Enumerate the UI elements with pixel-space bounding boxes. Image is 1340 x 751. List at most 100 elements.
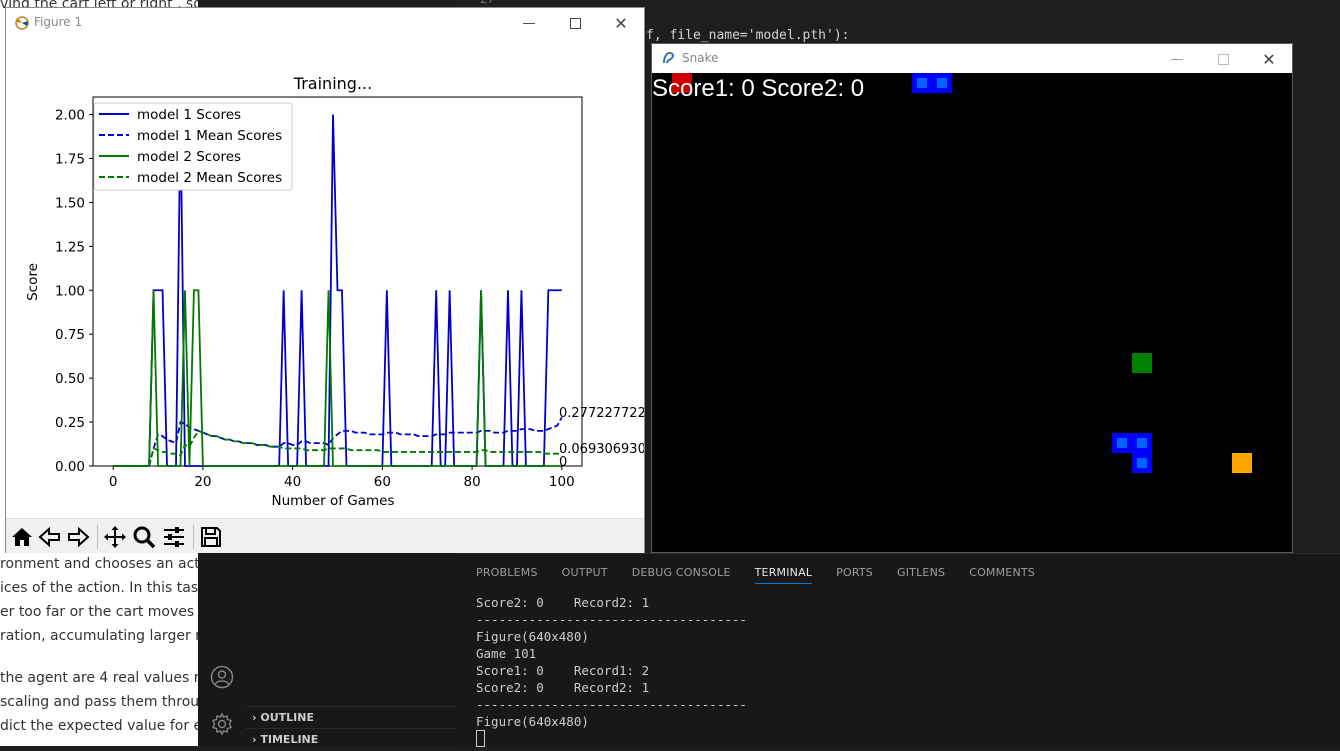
close-button[interactable]: ✕ — [1246, 44, 1292, 74]
minimize-icon: — — [1170, 51, 1184, 67]
chevron-right-icon: › — [252, 733, 257, 746]
code-text: f, file_name='model.pth'): — [646, 28, 850, 43]
terminal-line: Score1: 0 Record1: 2 — [476, 663, 650, 678]
terminal-line: Figure(640x480) — [476, 629, 589, 644]
close-icon: ✕ — [1262, 49, 1276, 69]
figure-title: Figure 1 — [34, 15, 83, 29]
code-line: f, file_name='model.pth'): — [646, 28, 850, 43]
tab-gitlens[interactable]: GITLENS — [897, 566, 946, 579]
tab-comments[interactable]: COMMENTS — [969, 566, 1035, 579]
forward-icon[interactable] — [66, 525, 90, 549]
figure-toolbar — [6, 518, 644, 553]
maximize-icon — [569, 17, 581, 29]
close-icon: ✕ — [614, 13, 628, 33]
tab-problems[interactable]: PROBLEMS — [476, 566, 538, 579]
legend: model 1 Scores model 1 Mean Scores model… — [93, 102, 293, 191]
sidebar: › OUTLINE › TIMELINE — [246, 553, 456, 746]
legend-label: model 1 Scores — [137, 107, 241, 123]
tab-debug-console[interactable]: DEBUG CONSOLE — [631, 566, 731, 579]
end-label-model1-mean: 0.27722772277 — [559, 406, 644, 421]
doc-line: scaling and pass them through — [0, 694, 198, 710]
maximize-icon — [1217, 53, 1229, 65]
x-tick-label: 100 — [549, 474, 575, 490]
terminal-line: Score2: 0 Record2: 1 — [476, 595, 650, 610]
maximize-button[interactable] — [552, 8, 598, 38]
y-tick-label: 0.75 — [55, 327, 85, 343]
end-label-zero: 0 — [559, 455, 567, 470]
line-number: 27 — [480, 0, 494, 6]
series-line-model-2-scores — [113, 289, 562, 467]
y-tick-label: 1.50 — [55, 195, 85, 211]
terminal-output[interactable]: Score2: 0 Record2: 1 --------------------… — [476, 594, 747, 748]
terminal-line: ------------------------------------ — [476, 612, 747, 627]
sidebar-section-timeline[interactable]: › TIMELINE — [246, 728, 456, 750]
y-tick-label: 0.50 — [55, 371, 85, 387]
section-label: TIMELINE — [260, 733, 319, 746]
y-tick-label: 0.00 — [55, 459, 85, 475]
minimize-button[interactable]: — — [1154, 44, 1200, 74]
snake-game-canvas[interactable]: Score1: 0 Score2: 0 — [652, 73, 1292, 552]
legend-label: model 2 Mean Scores — [137, 170, 282, 186]
doc-line: ices of the action. In this task, r — [0, 580, 198, 596]
section-label: OUTLINE — [260, 711, 314, 724]
doc-lines: ronment and chooses an actio ices of the… — [0, 552, 198, 738]
y-tick-label: 0.25 — [55, 415, 85, 431]
food-green — [1132, 353, 1152, 373]
maximize-button[interactable] — [1200, 44, 1246, 74]
back-icon[interactable] — [38, 525, 62, 549]
y-tick-label: 1.25 — [55, 239, 85, 255]
chart-title: Training... — [293, 74, 372, 93]
food-red — [672, 73, 692, 93]
account-icon[interactable] — [210, 665, 234, 689]
x-tick-label: 0 — [109, 474, 118, 490]
terminal-line: Figure(640x480) — [476, 714, 589, 729]
terminal-cursor — [476, 730, 485, 747]
pygame-snake-icon — [663, 51, 675, 64]
sidebar-section-outline[interactable]: › OUTLINE — [246, 706, 456, 728]
snake-1-segment — [912, 73, 932, 93]
legend-label: model 2 Scores — [137, 149, 241, 165]
snake-1-segment — [932, 73, 952, 93]
figure-window: Figure 1 — ✕ Training... 0 20 40 60 80 100 0.0… — [5, 7, 645, 553]
training-chart[interactable]: Training... 0 20 40 60 80 100 0.00 0.25 0.50 0.75… — [6, 38, 644, 518]
doc-line: ronment and chooses an actio — [0, 556, 198, 572]
tab-ports[interactable]: PORTS — [836, 566, 873, 579]
score-text: Score1: 0 Score2: 0 — [652, 75, 865, 102]
x-tick-label: 60 — [374, 474, 391, 490]
y-tick-label: 1.00 — [55, 283, 85, 299]
y-tick-label: 2.00 — [55, 108, 85, 124]
doc-line: the agent are 4 real values rep — [0, 670, 198, 686]
snake-titlebar[interactable]: Snake — ✕ — [652, 44, 1292, 73]
figure-titlebar[interactable]: Figure 1 — ✕ — [6, 8, 644, 38]
snake-2-segment — [1132, 433, 1152, 453]
x-axis-label: Number of Games — [271, 493, 394, 509]
doc-line: dict the expected value for eac — [0, 718, 198, 734]
snake-window: Snake — ✕ Score1: 0 Score2: 0 — [651, 43, 1293, 553]
settings-gear-icon[interactable] — [210, 712, 234, 736]
chevron-right-icon: › — [252, 711, 257, 724]
tab-terminal[interactable]: TERMINAL — [754, 566, 813, 584]
series-line-model-2-mean-scores — [113, 429, 562, 467]
food-orange — [1232, 453, 1252, 473]
x-tick-label: 80 — [463, 474, 480, 490]
save-icon[interactable] — [199, 525, 223, 549]
zoom-icon[interactable] — [132, 525, 156, 549]
configure-icon[interactable] — [162, 525, 186, 549]
doc-line: ration, accumulating larger retu — [0, 628, 198, 644]
panel-tabs: PROBLEMS OUTPUT DEBUG CONSOLE TERMINAL P… — [476, 566, 1059, 584]
minimize-button[interactable]: — — [506, 8, 552, 38]
x-tick-label: 40 — [284, 474, 301, 490]
close-button[interactable]: ✕ — [598, 8, 644, 38]
home-icon[interactable] — [10, 525, 34, 549]
activity-bar — [198, 553, 247, 746]
bottom-panel: PROBLEMS OUTPUT DEBUG CONSOLE TERMINAL P… — [456, 553, 1340, 747]
x-tick-label: 20 — [194, 474, 211, 490]
snake-2-segment — [1112, 433, 1132, 453]
end-label-model2-mean: 0.06930693069 — [559, 442, 644, 457]
pan-icon[interactable] — [103, 525, 127, 549]
terminal-line: Game 101 — [476, 646, 537, 661]
tab-output[interactable]: OUTPUT — [561, 566, 608, 579]
y-axis-label: Score — [25, 263, 41, 301]
matplotlib-logo-icon — [15, 16, 29, 30]
snake-title: Snake — [682, 51, 719, 65]
